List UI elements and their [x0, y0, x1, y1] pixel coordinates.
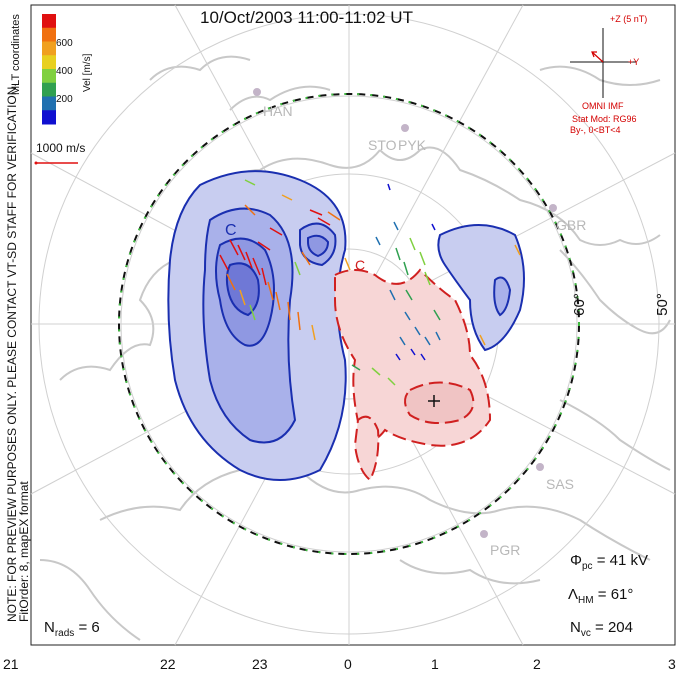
colorbar-segment	[42, 96, 56, 111]
latitude-label-50: 50°	[653, 293, 671, 316]
reference-vector-origin	[34, 161, 38, 165]
colorbar-segment	[42, 82, 56, 97]
velocity-colorbar	[42, 14, 56, 125]
station-label-pyk: PYK	[398, 137, 427, 153]
negative-potential-cell	[167, 170, 347, 481]
hm-latitude: ΛHM = 61°	[568, 586, 633, 606]
heppner-maynard-boundary-dots	[118, 93, 580, 555]
imf-y-label: +Y	[628, 57, 640, 67]
colorbar-tick-400: 400	[56, 66, 73, 77]
stat-model-label: Stat Mod: RG96	[572, 114, 637, 124]
vector-count: Nvc = 204	[570, 619, 633, 639]
coordinate-system-label: MLT coordinates	[10, 14, 22, 95]
potential-min-marker: C	[225, 222, 237, 239]
plot-title: 10/Oct/2003 11:00-11:02 UT	[200, 8, 413, 27]
imf-vector	[591, 51, 604, 63]
dawn-negative-cell	[437, 224, 525, 352]
station-label-sto: STO	[368, 137, 397, 153]
colorbar-tick-200: 200	[56, 94, 73, 105]
mlt-tick-22: 22	[160, 656, 176, 672]
positive-potential-cell	[334, 268, 492, 482]
reference-vector-label: 1000 m/s	[36, 141, 86, 155]
latitude-label-60: 60°	[570, 293, 588, 316]
nrads-symbol: N	[44, 619, 55, 636]
station-label-gbr: GBR	[556, 217, 587, 233]
coastlines	[39, 55, 671, 641]
colorbar-segment	[42, 41, 56, 56]
radar-count: Nrads = 6	[44, 619, 100, 639]
colorbar-segment	[42, 55, 56, 70]
plot-frame	[30, 4, 676, 646]
nvc-symbol: N	[570, 619, 581, 636]
station-label-pgr: PGR	[490, 542, 521, 558]
colorbar-segment	[42, 27, 56, 42]
lambda-sub: HM	[578, 595, 594, 606]
velocity-vectors	[219, 179, 521, 386]
mlt-tick-0: 0	[344, 656, 352, 672]
fit-order-note: FitOrder: 8, mapEX format	[17, 481, 31, 622]
imf-source: OMNI IMF	[582, 101, 624, 111]
imf-condition: By-, 0<BT<4	[570, 125, 621, 135]
lambda-value: = 61°	[597, 586, 634, 603]
lambda-symbol: Λ	[568, 586, 579, 603]
phi-symbol: Φ	[570, 552, 582, 569]
station-label-han: HAN	[263, 103, 293, 119]
imf-z-label: +Z (5 nT)	[610, 14, 648, 24]
mlt-tick-21: 21	[3, 656, 19, 672]
secondary-marker: C	[355, 257, 366, 273]
mlt-tick-23: 23	[252, 656, 268, 672]
imf-clock-dial	[570, 28, 636, 98]
colorbar-segment	[42, 69, 56, 84]
mlt-tick-1: 1	[431, 656, 439, 672]
radar-station-markers	[253, 88, 557, 538]
colorbar-title: Vel [m/s]	[82, 53, 93, 92]
preview-note: NOTE: FOR PREVIEW PURPOSES ONLY. PLEASE …	[5, 83, 31, 622]
nvc-value: = 204	[595, 619, 633, 636]
phi-value: = 41 kV	[596, 552, 648, 569]
colorbar-segment	[42, 110, 56, 125]
potential-max-marker	[428, 395, 440, 407]
phi-sub: pc	[581, 561, 593, 572]
nrads-value: = 6	[78, 619, 100, 636]
nrads-sub: rads	[54, 628, 75, 639]
colorbar-tick-600: 600	[56, 38, 73, 49]
station-label-sas: SAS	[546, 476, 575, 492]
colorbar-segment	[42, 14, 56, 29]
mlt-tick-2: 2	[533, 656, 541, 672]
nvc-sub: vc	[580, 628, 591, 639]
cross-polar-potential: Φpc = 41 kV	[570, 552, 648, 572]
mlt-tick-3: 3	[668, 656, 676, 672]
